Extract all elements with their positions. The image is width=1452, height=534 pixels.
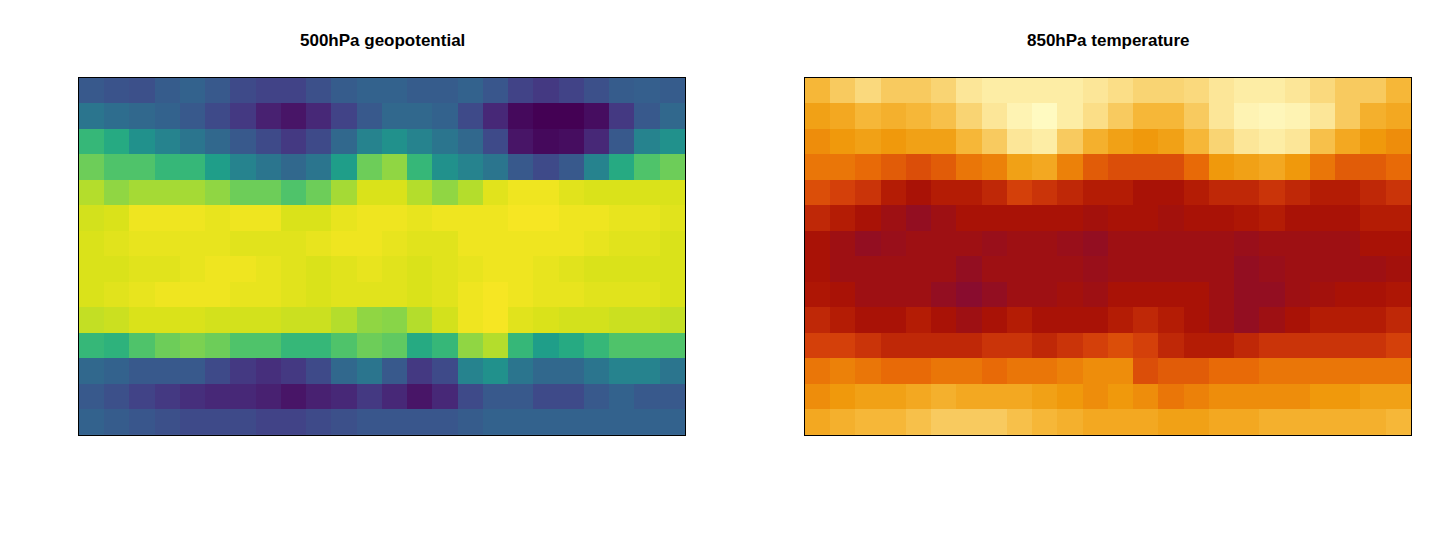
- svg-text:850hPa temperature: 850hPa temperature: [1027, 31, 1190, 50]
- svg-text:500hPa geopotential: 500hPa geopotential: [300, 31, 465, 50]
